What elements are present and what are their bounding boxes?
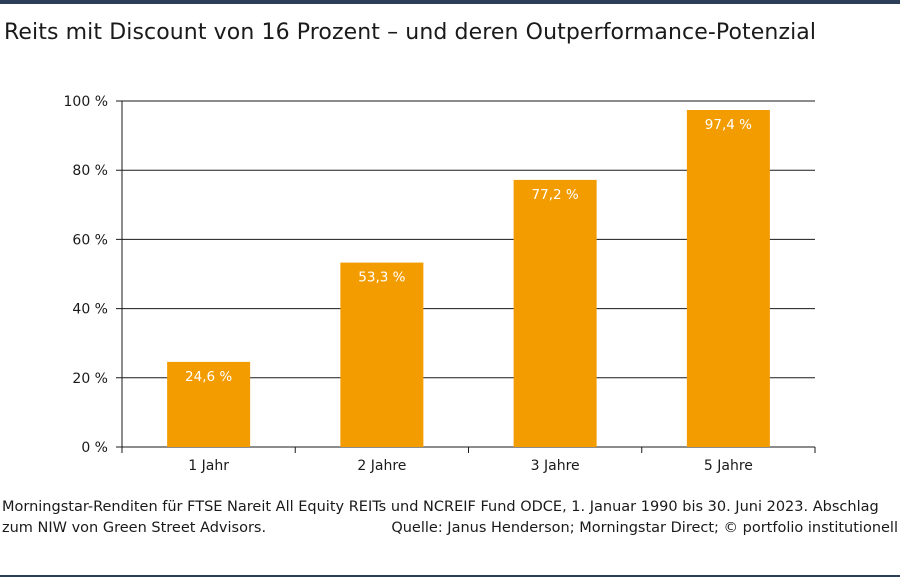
footnote-line-2: zum NIW von Green Street Advisors. Quell… xyxy=(2,518,898,539)
source-credit: Quelle: Janus Henderson; Morningstar Dir… xyxy=(391,520,898,536)
y-tick-label: 60 % xyxy=(72,232,108,248)
x-tick-label: 2 Jahre xyxy=(357,458,406,474)
footnote-line-1: Morningstar-Renditen für FTSE Nareit All… xyxy=(2,499,879,515)
bar-value-label: 77,2 % xyxy=(532,187,579,203)
bar xyxy=(340,262,424,447)
y-tick-label: 100 % xyxy=(64,94,108,110)
bottom-rule xyxy=(0,575,900,577)
bar-chart: 0 % 20 % 40 % 60 % 80 % 100 % 24,6 % 1 Jahr 53,3… xyxy=(64,94,816,474)
footnote-note: zum NIW von Green Street Advisors. xyxy=(2,520,267,536)
footnote: Morningstar-Renditen für FTSE Nareit All… xyxy=(2,497,898,539)
x-tick-label: 5 Jahre xyxy=(704,458,753,474)
bar xyxy=(513,179,597,447)
bar-value-label: 24,6 % xyxy=(185,369,232,385)
y-tick-label: 40 % xyxy=(72,302,108,318)
bar-value-label: 53,3 % xyxy=(358,270,405,286)
top-rule xyxy=(0,0,900,4)
y-tick-label: 20 % xyxy=(72,371,108,387)
x-tick-label: 1 Jahr xyxy=(188,458,229,474)
x-tick-label: 3 Jahre xyxy=(531,458,580,474)
chart-title: Reits mit Discount von 16 Prozent – und … xyxy=(4,20,817,45)
y-tick-label: 0 % xyxy=(81,440,108,456)
bar-value-label: 97,4 % xyxy=(705,117,752,133)
y-tick-label: 80 % xyxy=(72,163,108,179)
bar xyxy=(686,109,770,447)
bar xyxy=(167,361,251,447)
